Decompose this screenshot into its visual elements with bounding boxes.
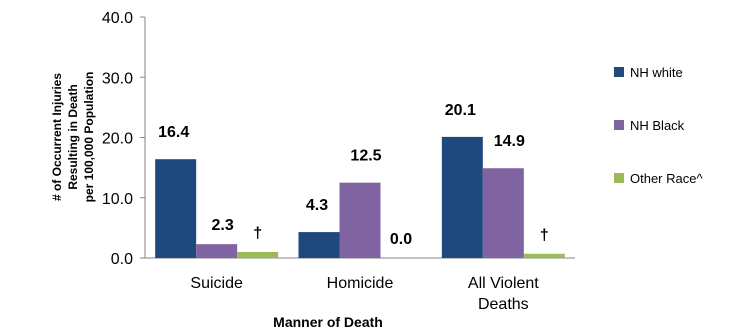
data-labels: 16.4 2.3 † 4.3 12.5 0.0 20.1 14.9 † — [158, 102, 549, 248]
bar — [482, 168, 524, 258]
y-axis-ticks: 0.0 10.0 20.0 30.0 40.0 — [102, 10, 145, 268]
data-label: 0.0 — [390, 231, 412, 248]
legend-swatch — [614, 67, 624, 77]
data-label: † — [540, 227, 549, 244]
bar — [196, 244, 238, 258]
y-tick-label: 20.0 — [102, 131, 133, 148]
x-category-label: Deaths — [478, 296, 529, 313]
data-label: 16.4 — [158, 124, 189, 141]
legend-label: NH Black — [630, 118, 685, 133]
data-label: 20.1 — [445, 102, 476, 119]
y-axis-title: # of Occurrent Injuries Resulting in Dea… — [50, 72, 96, 203]
data-label: 14.9 — [494, 133, 525, 150]
data-label: † — [253, 225, 262, 242]
legend: NH white NH Black Other Race^ — [614, 65, 703, 186]
y-tick-label: 0.0 — [111, 251, 133, 268]
data-label: 2.3 — [212, 217, 234, 234]
x-category-label: Homicide — [327, 275, 394, 292]
y-axis-title-line-2: Resulting in Death — [66, 84, 80, 189]
bar — [441, 136, 483, 258]
x-axis-title: Manner of Death — [273, 314, 383, 330]
x-category-label: All Violent — [468, 275, 539, 292]
bar — [155, 159, 197, 258]
x-category-label: Suicide — [190, 275, 243, 292]
y-tick-label: 10.0 — [102, 191, 133, 208]
bar — [523, 253, 565, 258]
x-axis-categories: Suicide Homicide All Violent Deaths — [190, 275, 539, 313]
bar — [298, 232, 340, 258]
y-tick-label: 30.0 — [102, 70, 133, 87]
y-tick-label: 40.0 — [102, 10, 133, 27]
bar — [237, 251, 279, 258]
legend-label: Other Race^ — [630, 171, 703, 186]
bar-series — [155, 136, 565, 258]
y-axis-title-line-1: # of Occurrent Injuries — [50, 73, 64, 201]
legend-label: NH white — [630, 65, 683, 80]
bar — [339, 182, 381, 258]
data-label: 12.5 — [350, 148, 381, 165]
legend-swatch — [614, 173, 624, 183]
legend-swatch — [614, 120, 624, 130]
y-axis-title-line-3: per 100,000 Population — [82, 72, 96, 203]
data-label: 4.3 — [306, 197, 328, 214]
